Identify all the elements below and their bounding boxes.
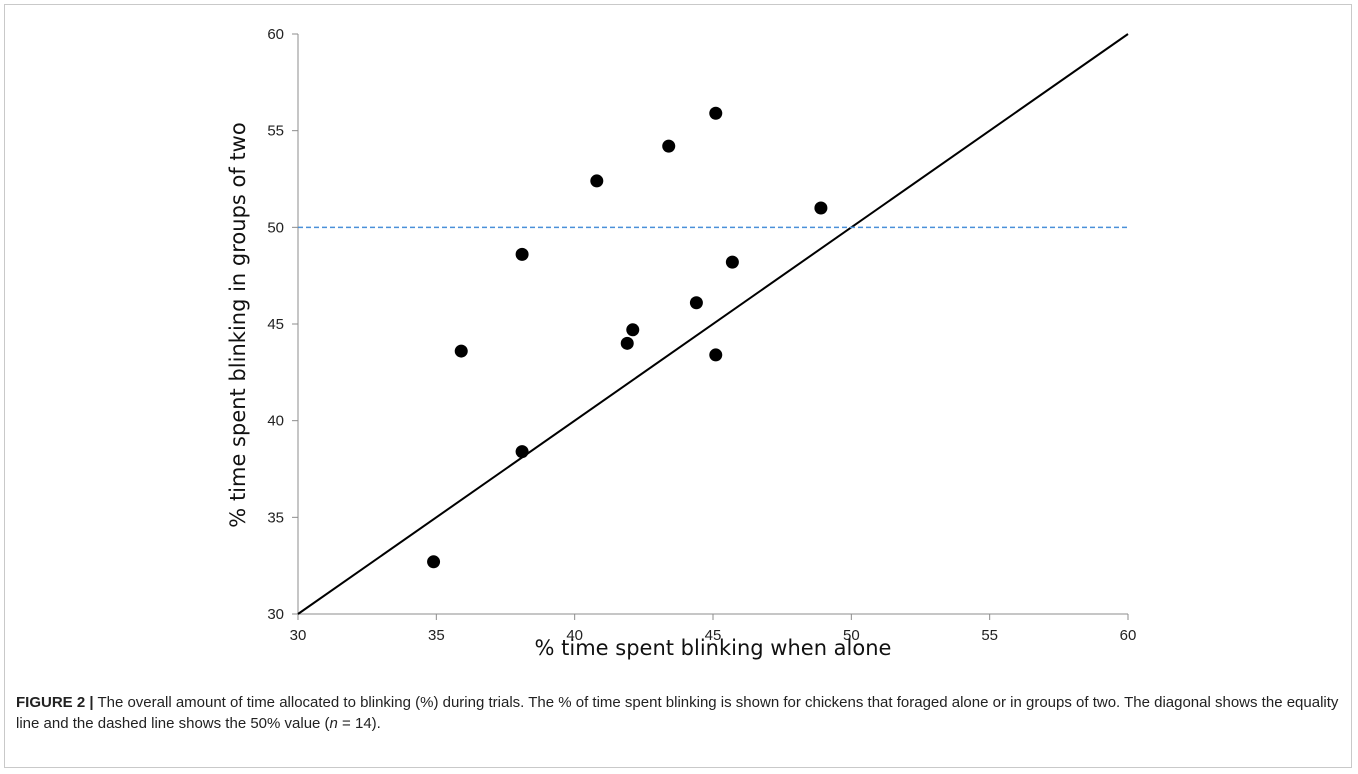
- y-tick-label: 35: [267, 509, 284, 526]
- data-point: [662, 139, 676, 153]
- caption-text-end: = 14).: [337, 715, 381, 732]
- x-tick-label: 45: [705, 627, 722, 644]
- y-tick-label: 55: [267, 123, 284, 140]
- figure-frame: [4, 4, 1352, 768]
- data-point: [620, 336, 634, 350]
- data-point: [590, 174, 604, 188]
- figure-caption: FIGURE 2 | The overall amount of time al…: [16, 692, 1342, 734]
- data-point: [689, 296, 703, 310]
- x-tick-label: 40: [566, 627, 583, 644]
- x-tick-label: 35: [428, 627, 445, 644]
- data-point: [427, 555, 441, 569]
- caption-label: FIGURE 2 |: [16, 694, 94, 711]
- plot-area: 30 35 40 45 50 55 60 30 35 40 45 50 55 60: [267, 26, 1136, 644]
- data-point: [709, 106, 723, 120]
- x-tick-label: 30: [290, 627, 307, 644]
- y-tick-label: 60: [267, 26, 284, 43]
- data-point: [814, 201, 828, 215]
- data-point: [515, 247, 529, 261]
- x-tick-label: 55: [981, 627, 998, 644]
- y-tick-label: 50: [267, 219, 284, 236]
- caption-text: The overall amount of time allocated to …: [16, 694, 1339, 732]
- caption-n-symbol: n: [329, 715, 338, 732]
- y-tick-label: 40: [267, 413, 284, 430]
- x-tick-label: 50: [843, 627, 860, 644]
- x-axis-title: % time spent blinking when alone: [535, 636, 892, 660]
- data-point: [454, 344, 468, 358]
- y-tick-label: 45: [267, 316, 284, 333]
- data-point: [709, 348, 723, 362]
- y-tick-label: 30: [267, 606, 284, 623]
- equality-line: [297, 33, 1129, 615]
- x-tick-label: 60: [1120, 627, 1137, 644]
- data-point: [626, 323, 640, 337]
- data-point: [515, 445, 529, 459]
- data-point: [725, 255, 739, 269]
- y-axis-title: % time spent blinking in groups of two: [226, 122, 250, 527]
